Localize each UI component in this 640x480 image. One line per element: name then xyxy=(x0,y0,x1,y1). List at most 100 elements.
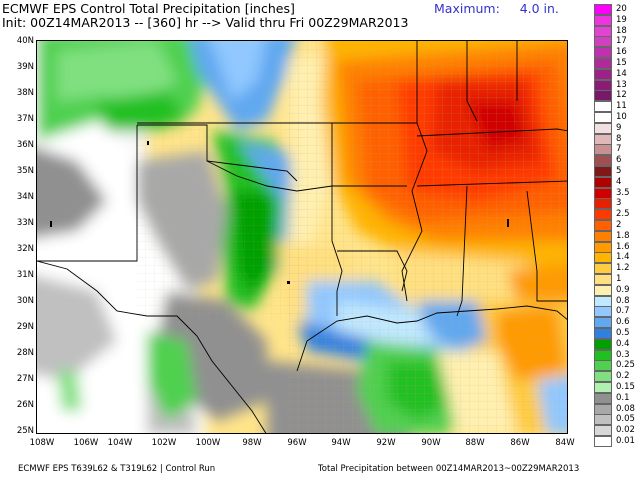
legend-label: 20 xyxy=(616,4,627,14)
legend-swatch xyxy=(594,252,612,264)
legend-swatch xyxy=(594,328,612,339)
legend-swatch xyxy=(594,338,612,350)
legend-swatch xyxy=(594,403,612,415)
maximum-value: 4.0 in. xyxy=(519,1,559,16)
legend-swatch xyxy=(594,382,612,393)
legend-swatch xyxy=(594,176,612,188)
legend-label: 3.5 xyxy=(616,187,630,198)
lat-label: 35N xyxy=(16,166,34,176)
legend-swatch xyxy=(594,392,612,404)
legend-label: 0.9 xyxy=(616,284,630,295)
legend-swatch xyxy=(594,58,612,69)
legend-label: 3 xyxy=(616,198,622,209)
legend-swatch xyxy=(594,187,612,199)
legend-swatch xyxy=(594,349,612,361)
lon-label: 92W xyxy=(376,438,396,448)
lon-label: 102W xyxy=(151,438,177,448)
legend-swatch xyxy=(594,306,612,318)
lon-label: 96W xyxy=(287,438,307,448)
lat-label: 38N xyxy=(16,88,34,98)
maximum-readout: Maximum: 4.0 in. xyxy=(434,1,559,16)
lat-label: 25N xyxy=(16,426,34,436)
lat-label: 36N xyxy=(16,140,34,150)
legend-label: 8 xyxy=(616,133,622,144)
legend-swatch xyxy=(594,317,612,329)
lon-label: 90W xyxy=(421,438,441,448)
legend-label: 14 xyxy=(616,68,627,79)
legend-label: 0.2 xyxy=(616,371,630,382)
legend-swatch xyxy=(594,274,612,285)
model-run-info: ECMWF EPS T639L62 & T319L62 | Control Ru… xyxy=(18,464,216,474)
legend-label: 5 xyxy=(616,166,622,176)
legend-swatch xyxy=(594,436,612,447)
legend-swatch xyxy=(594,36,612,48)
legend-swatch xyxy=(594,68,612,80)
legend-label: 13 xyxy=(616,79,627,90)
legend-swatch xyxy=(594,425,612,437)
lon-label: 104W xyxy=(107,438,133,448)
legend-label: 0.7 xyxy=(616,306,630,317)
lon-label: 84W xyxy=(555,438,575,448)
legend-label: 19 xyxy=(616,14,627,25)
lat-label: 28N xyxy=(16,348,34,358)
legend-swatch xyxy=(594,155,612,167)
legend-swatch xyxy=(594,414,612,426)
legend-swatch xyxy=(594,295,612,307)
legend-label: 16 xyxy=(616,47,627,58)
legend-swatch xyxy=(594,90,612,102)
legend-swatch xyxy=(594,166,612,177)
lon-label: 100W xyxy=(195,438,221,448)
legend-label: 0.1 xyxy=(616,392,630,403)
legend-swatch xyxy=(594,241,612,253)
legend-swatch xyxy=(594,101,612,113)
legend-label: 15 xyxy=(616,58,627,68)
lon-label: 98W xyxy=(242,438,262,448)
legend-label: 0.3 xyxy=(616,349,630,360)
legend-label: 0.02 xyxy=(616,425,635,436)
legend-label: 18 xyxy=(616,25,627,36)
legend-label: 1.6 xyxy=(616,241,630,252)
legend-swatch xyxy=(594,112,612,123)
legend-swatch xyxy=(594,263,612,275)
legend-label: 0.08 xyxy=(616,403,635,414)
init-valid-line: Init: 00Z14MAR2013 -- [360] hr --> Valid… xyxy=(2,15,409,30)
legend-swatch xyxy=(594,371,612,383)
legend-swatch xyxy=(594,25,612,37)
legend-swatch xyxy=(594,284,612,296)
lon-label: 106W xyxy=(73,438,99,448)
legend-label: 0.6 xyxy=(616,317,630,328)
legend-label: 0.8 xyxy=(616,295,630,306)
lon-label: 88W xyxy=(465,438,485,448)
legend-label: 2.5 xyxy=(616,209,630,220)
period-info: Total Precipitation between 00Z14MAR2013… xyxy=(318,464,580,474)
lat-label: 31N xyxy=(16,270,34,280)
legend-label: 9 xyxy=(616,122,622,133)
legend-label: 12 xyxy=(616,90,627,101)
legend-label: 1 xyxy=(616,274,622,284)
legend-swatch xyxy=(594,4,612,15)
legend-label: 0.25 xyxy=(616,360,635,371)
lat-label: 26N xyxy=(16,400,34,410)
lon-label: 94W xyxy=(331,438,351,448)
legend-label: 2 xyxy=(616,220,622,230)
legend-swatch xyxy=(594,133,612,145)
legend-label: 0.15 xyxy=(616,382,635,392)
legend-swatch xyxy=(594,360,612,372)
legend-swatch xyxy=(594,230,612,242)
legend-label: 1.2 xyxy=(616,263,630,274)
lat-label: 40N xyxy=(16,36,34,46)
legend-label: 0.4 xyxy=(616,338,630,349)
legend-label: 11 xyxy=(616,101,627,112)
lon-label: 108W xyxy=(29,438,55,448)
chart-title: ECMWF EPS Control Total Precipitation [i… xyxy=(2,1,295,16)
legend-label: 1.8 xyxy=(616,230,630,241)
legend-label: 0.05 xyxy=(616,414,635,425)
legend-label: 1.4 xyxy=(616,252,630,263)
lat-label: 33N xyxy=(16,218,34,228)
lat-label: 32N xyxy=(16,244,34,254)
state-borders xyxy=(37,41,567,433)
legend-swatch xyxy=(594,220,612,231)
lat-label: 27N xyxy=(16,374,34,384)
lon-label: 86W xyxy=(510,438,530,448)
legend-label: 4 xyxy=(616,176,622,187)
